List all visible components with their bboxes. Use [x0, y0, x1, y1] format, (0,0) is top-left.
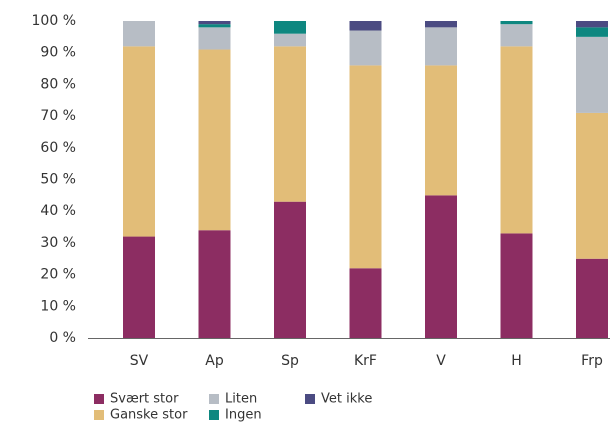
bar-segment [576, 258, 608, 338]
y-tick-label: 40 % [40, 203, 76, 219]
y-tick-label: 70 % [40, 108, 76, 124]
bar-segment [274, 21, 306, 34]
legend-swatch [209, 394, 219, 404]
bar-segment [274, 201, 306, 338]
bar-segment [349, 268, 382, 338]
y-tick-label: 0 % [49, 330, 76, 346]
bar-segment [198, 230, 231, 338]
legend-swatch [94, 394, 104, 404]
bar-segment [349, 21, 382, 31]
bar-segment [123, 46, 155, 237]
legend-label: Ingen [225, 408, 262, 423]
bar-segment [425, 27, 457, 66]
bar-segment [198, 24, 231, 28]
bar-segment [198, 21, 231, 25]
legend-swatch [94, 410, 104, 420]
y-tick-label: 60 % [40, 140, 76, 156]
bar-segment [576, 112, 608, 259]
legend-label: Vet ikke [321, 392, 372, 407]
bar-segment [425, 21, 457, 28]
bar-segment [500, 46, 533, 234]
bar-segment [576, 36, 608, 113]
bar-segment [349, 30, 382, 66]
bar-segment [500, 21, 533, 25]
bar-segment [274, 33, 306, 47]
x-tick-label: SV [130, 353, 149, 369]
bar-segment [576, 21, 608, 28]
bar-segment [500, 233, 533, 338]
bar-segment [349, 65, 382, 269]
bar-segment [425, 65, 457, 196]
x-tick-label: H [511, 353, 522, 369]
x-tick-label: Frp [581, 353, 603, 369]
y-tick-label: 100 % [32, 13, 76, 29]
bar-segment [123, 236, 155, 338]
bar-segment [123, 21, 155, 47]
y-tick-label: 50 % [40, 172, 76, 188]
bar-segment [425, 195, 457, 338]
bar-segment [576, 27, 608, 37]
legend-swatch [305, 394, 315, 404]
y-tick-label: 80 % [40, 76, 76, 92]
bar-segment [198, 27, 231, 50]
y-tick-label: 90 % [40, 45, 76, 61]
x-tick-label: V [436, 353, 446, 369]
y-tick-label: 10 % [40, 298, 76, 314]
y-tick-label: 30 % [40, 235, 76, 251]
legend-swatch [209, 410, 219, 420]
legend-label: Ganske stor [110, 408, 188, 423]
bar-segment [274, 46, 306, 202]
bar-segment [198, 49, 231, 231]
bar-segment [500, 24, 533, 47]
y-tick-label: 20 % [40, 267, 76, 283]
x-tick-label: KrF [354, 353, 377, 369]
x-tick-label: Sp [281, 353, 299, 369]
x-tick-label: Ap [205, 353, 224, 369]
legend-label: Liten [225, 392, 257, 407]
legend-label: Svært stor [110, 392, 179, 407]
